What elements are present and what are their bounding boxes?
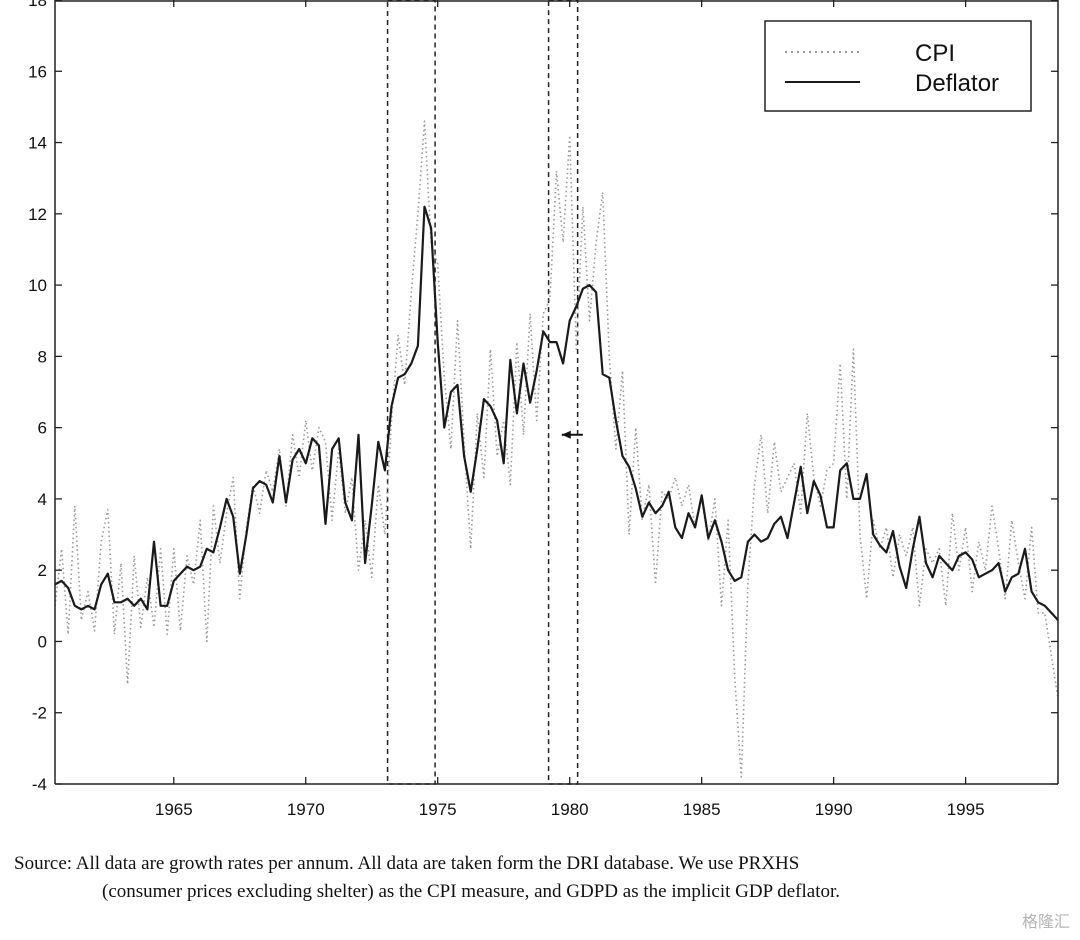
y-tick-label: 8 bbox=[38, 347, 47, 366]
x-tick-label: 1985 bbox=[683, 800, 721, 819]
y-tick-label: 18 bbox=[28, 0, 47, 10]
y-tick-label: 10 bbox=[28, 276, 47, 295]
legend-deflator-label: Deflator bbox=[915, 70, 999, 97]
arrow-head bbox=[561, 430, 571, 439]
x-tick-label: 1965 bbox=[155, 800, 193, 819]
x-tick-label: 1995 bbox=[947, 800, 985, 819]
x-tick-label: 1975 bbox=[419, 800, 457, 819]
y-tick-label: -4 bbox=[32, 775, 47, 794]
y-tick-label: -2 bbox=[32, 704, 47, 723]
y-tick-label: 6 bbox=[38, 419, 47, 438]
inflation-chart: -4 -2 0 2 4 6 8 10 12 14 16 18 1965 1970 1975 1980 1985 1… bbox=[28, 0, 1059, 819]
series-lines bbox=[54, 120, 1059, 778]
legend-box bbox=[764, 20, 1032, 112]
y-tick-label: 4 bbox=[38, 490, 47, 509]
watermark-logo: 格隆汇 bbox=[1021, 912, 1070, 931]
x-tick-label: 1980 bbox=[551, 800, 589, 819]
y-tick-label: 2 bbox=[38, 561, 47, 580]
series-line-deflator bbox=[54, 205, 1059, 621]
x-tick-label: 1970 bbox=[287, 800, 325, 819]
annotation-arrow bbox=[561, 430, 583, 439]
source-note: Source: All data are growth rates per an… bbox=[14, 850, 1064, 906]
y-tick-label: 0 bbox=[38, 632, 47, 651]
tick-labels: -4 -2 0 2 4 6 8 10 12 14 16 18 1965 1970 1975 1980 1985 1… bbox=[28, 0, 984, 819]
x-tick-label: 1990 bbox=[815, 800, 853, 819]
source-line-2: (consumer prices excluding shelter) as t… bbox=[102, 881, 841, 902]
legend-cpi-label: CPI bbox=[915, 40, 955, 67]
shaded-periods bbox=[386, 0, 579, 785]
plot-axes bbox=[54, 0, 1059, 785]
shaded-period-2 bbox=[547, 0, 579, 785]
y-tick-label: 14 bbox=[28, 134, 47, 153]
source-line-1: Source: All data are growth rates per an… bbox=[14, 853, 800, 874]
legend: CPI Deflator bbox=[764, 20, 1032, 112]
series-line-cpi bbox=[54, 120, 1059, 778]
y-tick-label: 16 bbox=[28, 62, 47, 81]
y-tick-label: 12 bbox=[28, 205, 47, 224]
